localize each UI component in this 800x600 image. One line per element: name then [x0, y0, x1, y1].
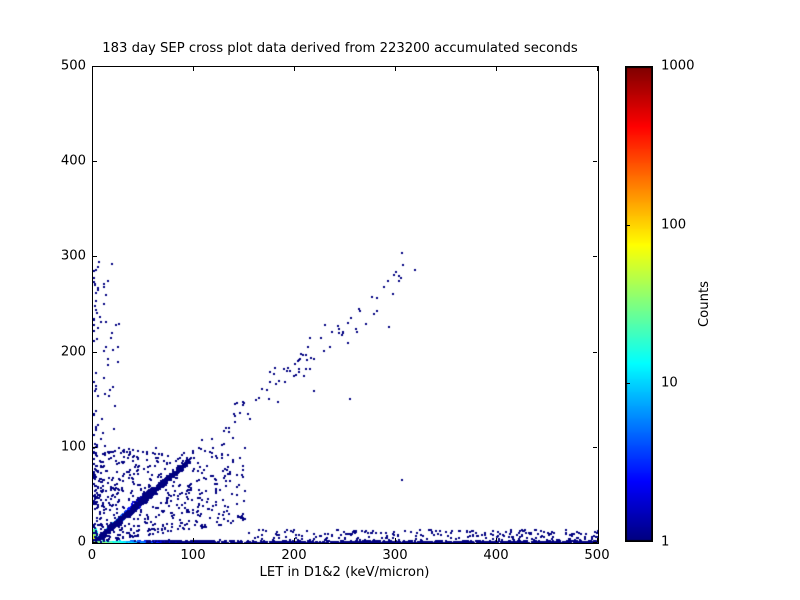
- x-tick-mark-top-200: [294, 67, 295, 71]
- x-tick-label-200: 200: [281, 548, 307, 563]
- y-tick-mark-right-0: [593, 542, 597, 543]
- x-tick-label-300: 300: [382, 548, 408, 563]
- y-tick-mark-left-400: [93, 161, 97, 163]
- y-tick-mark-left-100: [93, 446, 97, 448]
- y-tick-label-400: 400: [60, 153, 86, 169]
- x-tick-label-400: 400: [483, 548, 509, 563]
- y-tick-mark-left-0: [93, 542, 97, 543]
- y-tick-mark-right-500: [593, 66, 597, 67]
- y-tick-label-300: 300: [60, 248, 86, 264]
- y-tick-mark-right-200: [593, 351, 597, 353]
- colorbar-title-text: Counts: [697, 280, 712, 328]
- y-tick-mark-right-300: [593, 256, 597, 258]
- colorbar-gradient: [625, 66, 653, 542]
- x-tick-label-0: 0: [87, 548, 97, 563]
- y-tick-label-100: 100: [60, 439, 86, 455]
- x-tick-mark-bottom-100: [193, 538, 194, 542]
- colorbar-tick-label-10: 10: [661, 375, 678, 391]
- colorbar-tick-label-1: 1: [661, 534, 670, 550]
- colorbar-tick-label-1000: 1000: [661, 58, 695, 74]
- y-tick-label-500: 500: [60, 58, 86, 74]
- y-tick-label-200: 200: [60, 344, 86, 360]
- y-tick-mark-right-400: [593, 161, 597, 163]
- x-axis-title: LET in D1&2 (keV/micron): [259, 565, 430, 580]
- colorbar-tick-mark-10: [625, 383, 630, 385]
- x-tick-mark-top-100: [193, 67, 194, 71]
- x-tick-label-500: 500: [584, 548, 610, 563]
- x-tick-mark-top-400: [496, 67, 497, 71]
- x-tick-mark-bottom-0: [92, 538, 93, 542]
- x-tick-mark-top-300: [395, 67, 396, 71]
- y-tick-mark-left-300: [93, 256, 97, 258]
- x-tick-mark-bottom-400: [496, 538, 497, 542]
- x-tick-mark-bottom-300: [395, 538, 396, 542]
- y-tick-label-0: 0: [77, 534, 86, 550]
- colorbar-tick-label-100: 100: [661, 217, 687, 233]
- y-tick-mark-right-100: [593, 446, 597, 448]
- plot-title-line-1: 183 day SEP cross plot data derived from…: [102, 41, 578, 56]
- y-tick-mark-left-200: [93, 351, 97, 353]
- x-tick-mark-bottom-200: [294, 538, 295, 542]
- colorbar-tick-mark-100: [625, 224, 630, 226]
- x-tick-label-100: 100: [180, 548, 206, 563]
- y-tick-mark-left-500: [93, 66, 97, 67]
- scatter-plot-area: [92, 66, 599, 544]
- x-tick-mark-bottom-500: [597, 538, 598, 542]
- x-tick-mark-top-0: [92, 67, 93, 71]
- x-tick-mark-top-500: [597, 67, 598, 71]
- scatter-data-layer: [93, 67, 598, 543]
- colorbar-container: 1000 100 10 1: [625, 59, 695, 550]
